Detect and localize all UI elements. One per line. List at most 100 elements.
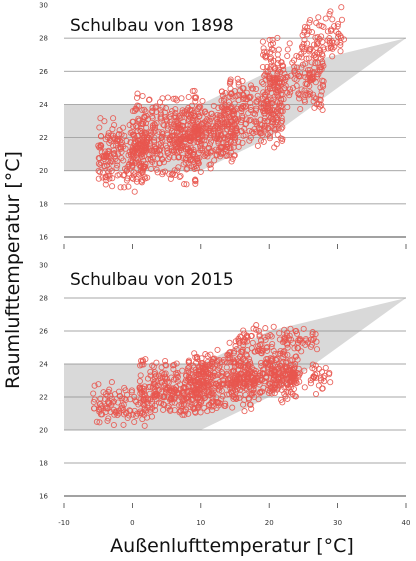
data-point — [120, 421, 127, 428]
data-point — [214, 111, 221, 118]
data-point — [306, 19, 313, 26]
data-point — [171, 407, 178, 414]
data-point — [96, 419, 103, 426]
data-point — [179, 154, 186, 161]
data-point — [137, 372, 144, 379]
data-point — [148, 413, 156, 420]
data-point — [192, 117, 199, 124]
data-point — [147, 157, 154, 164]
y-tick-labels: 16 18 20 22 24 26 28 30 — [39, 2, 48, 242]
y-tick-labels: 16 18 20 22 24 26 28 30 — [39, 262, 48, 501]
data-point — [210, 372, 217, 379]
data-point — [184, 122, 191, 129]
data-point — [272, 380, 279, 387]
data-point — [160, 159, 167, 166]
data-point — [283, 363, 291, 370]
data-point — [298, 86, 305, 93]
data-point — [298, 64, 305, 71]
data-point — [162, 385, 169, 392]
data-point — [199, 364, 206, 371]
data-point — [337, 42, 344, 49]
data-point — [303, 55, 310, 62]
data-point — [230, 359, 237, 366]
data-point — [331, 23, 338, 30]
data-point — [279, 137, 286, 144]
data-point — [174, 167, 181, 174]
data-point — [274, 385, 281, 392]
data-point — [268, 370, 275, 377]
y-tick-label: 28 — [39, 35, 48, 43]
data-point — [319, 385, 326, 392]
data-point — [287, 89, 294, 96]
data-point — [134, 102, 141, 109]
data-point — [260, 45, 267, 52]
data-point — [338, 16, 346, 23]
data-point — [263, 375, 270, 382]
data-point — [219, 393, 226, 400]
data-point — [144, 174, 151, 181]
data-point — [204, 358, 211, 366]
data-point — [141, 133, 148, 140]
data-point — [206, 392, 213, 399]
data-point — [165, 379, 172, 386]
data-point — [127, 129, 134, 136]
data-point — [121, 411, 128, 418]
data-point — [114, 172, 121, 179]
data-point — [160, 401, 167, 408]
data-point — [151, 121, 158, 128]
data-point — [185, 359, 192, 366]
data-point — [226, 114, 233, 121]
data-point — [218, 132, 225, 139]
data-point — [121, 184, 128, 191]
data-point — [241, 330, 248, 337]
data-point — [250, 130, 257, 137]
data-point — [278, 108, 285, 115]
data-point — [214, 399, 221, 406]
data-point — [290, 375, 297, 382]
data-point — [277, 69, 284, 76]
data-point — [173, 97, 180, 104]
data-point — [269, 340, 276, 348]
data-point — [131, 188, 138, 195]
data-point — [231, 110, 238, 117]
data-point — [134, 90, 141, 97]
data-point — [160, 394, 167, 401]
data-point — [235, 143, 242, 150]
data-point — [170, 376, 178, 383]
data-point — [109, 158, 116, 165]
data-point — [218, 359, 225, 366]
data-point — [152, 144, 160, 152]
data-point — [167, 387, 174, 394]
data-point — [97, 115, 104, 122]
x-axis — [63, 236, 407, 249]
data-point — [162, 357, 169, 365]
data-point — [238, 371, 245, 378]
data-point — [190, 163, 197, 171]
data-point — [227, 76, 234, 83]
data-point — [192, 389, 199, 396]
y-tick-label: 18 — [39, 200, 48, 208]
data-point — [281, 337, 289, 344]
data-point — [138, 136, 145, 144]
data-point — [96, 168, 103, 176]
data-point — [301, 87, 308, 94]
data-point — [240, 327, 247, 334]
data-point — [171, 399, 178, 406]
data-point — [320, 83, 327, 90]
data-point — [284, 351, 291, 358]
data-point — [197, 399, 205, 406]
y-axis-title: Raumlufttemperatur [°C] — [2, 151, 24, 389]
data-point — [119, 395, 126, 402]
data-point — [260, 384, 267, 391]
data-point — [261, 334, 268, 341]
data-point — [131, 418, 138, 426]
data-point — [135, 137, 142, 144]
data-point — [137, 151, 144, 158]
data-point — [337, 48, 344, 55]
data-point — [147, 143, 154, 150]
data-point — [246, 355, 253, 363]
data-point — [153, 166, 160, 173]
data-point — [159, 104, 166, 111]
data-point — [170, 154, 177, 161]
data-point — [137, 362, 144, 369]
